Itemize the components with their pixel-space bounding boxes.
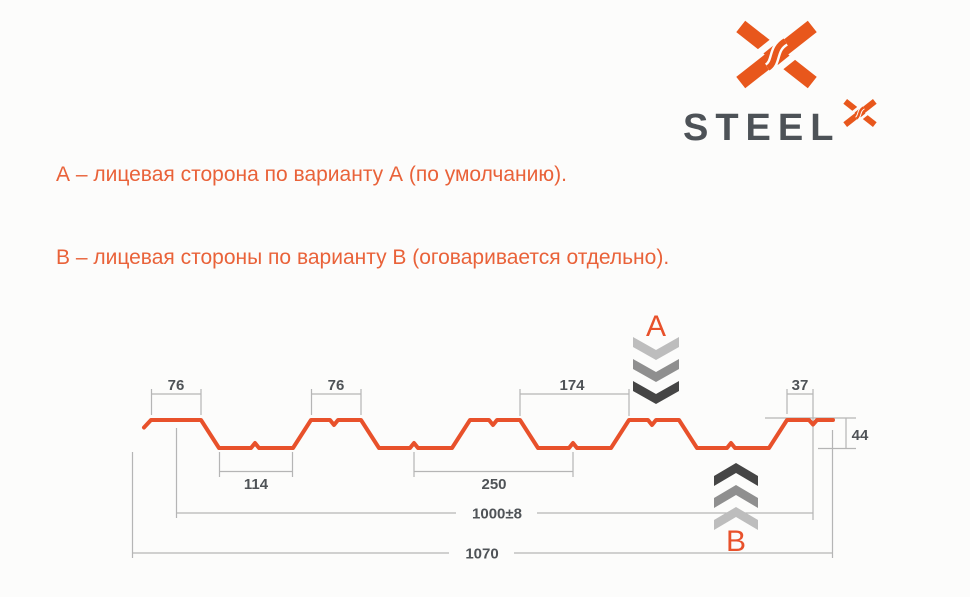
chevron-up-icon xyxy=(714,485,758,508)
logo-x-icon xyxy=(842,99,878,127)
dim-crest-flat-1-value: 76 xyxy=(168,377,185,394)
steelx-wordmark: STEEL xyxy=(683,109,923,147)
dim-rib-pitch-value: 250 xyxy=(481,476,506,493)
note-variant-a: А – лицевая сторона по варианту А (по ум… xyxy=(56,163,567,186)
dim-trough-opening-value: 174 xyxy=(559,377,585,394)
chevron-down-icon xyxy=(633,381,679,404)
dim-trough-opening: 174 xyxy=(519,377,630,416)
dim-crest-flat-2: 76 xyxy=(310,377,362,415)
logo-brand-text: STEEL xyxy=(683,107,841,149)
dim-trough-bottom-value: 114 xyxy=(244,476,269,493)
chevron-down-icon xyxy=(633,337,679,360)
dim-overall-width: 1070 xyxy=(131,430,834,563)
dim-edge-lap: 37 xyxy=(786,377,814,520)
dim-trough-bottom: 114 xyxy=(218,452,294,493)
chevron-down-icon xyxy=(633,359,679,382)
profile-section-diagram: 76 76 174 37 44 114 250 xyxy=(131,310,869,563)
variant-a-marker: А xyxy=(633,310,679,404)
dim-profile-height: 44 xyxy=(765,417,869,450)
dim-overall-width-value: 1070 xyxy=(465,546,498,563)
steelx-logo: STEEL xyxy=(683,20,923,147)
dim-rib-pitch: 250 xyxy=(413,452,574,493)
dim-edge-lap-value: 37 xyxy=(792,377,809,394)
dim-crest-flat-2-value: 76 xyxy=(328,377,345,394)
dim-profile-height-value: 44 xyxy=(852,427,869,444)
variant-b-marker: В xyxy=(714,463,758,558)
chevron-up-icon xyxy=(714,507,758,530)
variant-a-label: А xyxy=(646,310,666,343)
dim-working-width: 1000±8 xyxy=(175,428,813,523)
note-variant-b: В – лицевая стороны по варианту В (огова… xyxy=(56,246,670,269)
dim-working-width-value: 1000±8 xyxy=(472,506,522,523)
variant-b-label: В xyxy=(726,525,746,558)
dim-crest-flat-1: 76 xyxy=(150,377,202,415)
chevron-up-icon xyxy=(714,463,758,486)
steelx-mark-icon xyxy=(733,20,820,89)
sheet-profile-outline xyxy=(142,418,835,450)
